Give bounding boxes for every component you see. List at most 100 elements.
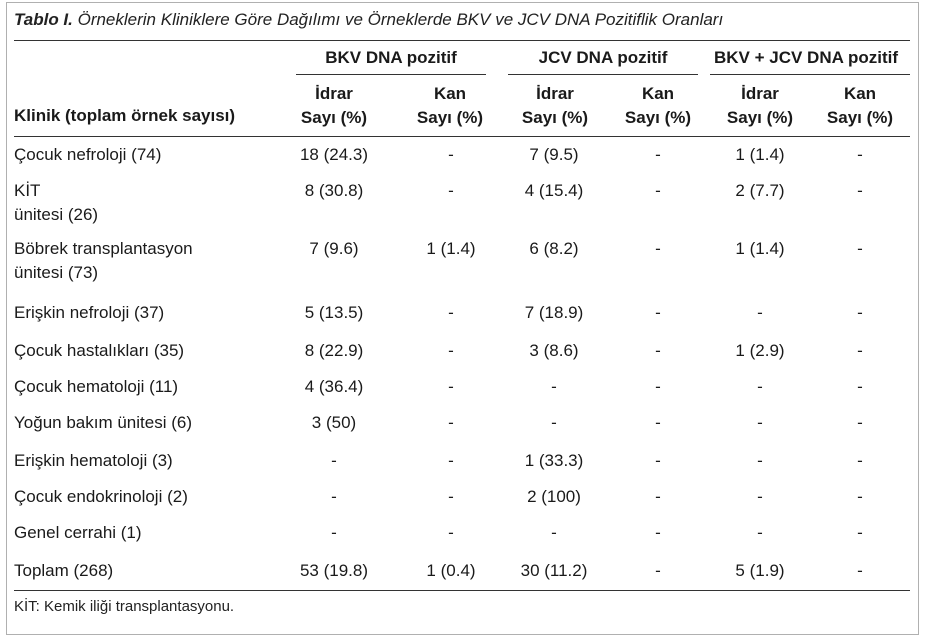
table-cell: 6 (8.2) xyxy=(529,239,579,258)
group-header-bkv-jcv: BKV + JCV DNA pozitif xyxy=(713,48,899,67)
table-cell: - xyxy=(331,523,337,542)
caption-text: Örneklerin Kliniklere Göre Dağılımı ve Ö… xyxy=(72,10,724,29)
table-cell: - xyxy=(448,487,454,506)
header-rule xyxy=(14,136,910,137)
table-cell: - xyxy=(655,561,661,580)
clinic-name: Erişkin nefroloji (37) xyxy=(14,303,165,322)
group-header-bkv: BKV DNA pozitif xyxy=(325,48,457,67)
subheader-line1: Kan xyxy=(843,84,877,103)
table-cell: - xyxy=(655,239,661,258)
table-cell: - xyxy=(757,413,763,432)
table-cell: 18 (24.3) xyxy=(299,145,369,164)
table-cell: - xyxy=(331,487,337,506)
table-cell: 7 (9.6) xyxy=(309,239,359,258)
table-frame xyxy=(6,2,919,635)
subheader-bkv-urine: İdrar Sayı (%) xyxy=(284,82,384,130)
table-cell: 5 (13.5) xyxy=(304,303,364,322)
table-cell: - xyxy=(857,303,863,322)
clinic-name: KİT ünitesi (26) xyxy=(14,181,99,224)
table-cell: 1 (2.9) xyxy=(735,341,785,360)
table-cell: - xyxy=(448,303,454,322)
group-header-jcv: JCV DNA pozitif xyxy=(538,48,668,67)
subheader-jcv-blood: Kan Sayı (%) xyxy=(608,82,708,130)
subheader-line2: Sayı (%) xyxy=(300,108,368,127)
table-cell: - xyxy=(655,303,661,322)
table-cell: - xyxy=(448,523,454,542)
table-cell: 2 (100) xyxy=(527,487,581,506)
subheader-bkv-jcv-urine: İdrar Sayı (%) xyxy=(710,82,810,130)
table-cell: - xyxy=(655,413,661,432)
clinic-name: Toplam (268) xyxy=(14,561,114,580)
table-cell: 5 (1.9) xyxy=(735,561,785,580)
subheader-jcv-urine: İdrar Sayı (%) xyxy=(505,82,605,130)
group-rule-bkv-jcv xyxy=(710,74,910,75)
table-cell: - xyxy=(448,451,454,470)
table-cell: - xyxy=(448,377,454,396)
table-cell: - xyxy=(757,487,763,506)
bottom-rule xyxy=(14,590,910,591)
table-cell: - xyxy=(857,451,863,470)
table-cell: - xyxy=(448,413,454,432)
subheader-line1: İdrar xyxy=(741,84,779,103)
table-cell: - xyxy=(857,413,863,432)
table-cell: 53 (19.8) xyxy=(299,561,369,580)
table-cell: 30 (11.2) xyxy=(520,561,588,580)
table-cell: - xyxy=(655,341,661,360)
table-cell: - xyxy=(857,341,863,360)
subheader-line2: Sayı (%) xyxy=(726,108,794,127)
footnote: KİT: Kemik iliği transplantasyonu. xyxy=(14,598,235,615)
table-cell: 4 (15.4) xyxy=(524,181,584,200)
subheader-bkv-blood: Kan Sayı (%) xyxy=(400,82,500,130)
table-cell: - xyxy=(331,451,337,470)
table-cell: - xyxy=(757,523,763,542)
subheader-line1: İdrar xyxy=(315,84,353,103)
table-cell: 8 (30.8) xyxy=(304,181,364,200)
table-cell: - xyxy=(857,523,863,542)
subheader-line1: İdrar xyxy=(536,84,574,103)
table-cell: - xyxy=(551,523,557,542)
table-cell: 1 (33.3) xyxy=(524,451,584,470)
clinic-name: Böbrek transplantasyon ünitesi (73) xyxy=(14,239,193,282)
table-cell: - xyxy=(757,451,763,470)
table-cell: - xyxy=(857,145,863,164)
table-cell: 7 (9.5) xyxy=(529,145,579,164)
table-cell: 8 (22.9) xyxy=(304,341,364,360)
clinic-name: Çocuk nefroloji (74) xyxy=(14,145,162,164)
clinic-name: Çocuk hastalıkları (35) xyxy=(14,341,185,360)
table-cell: 1 (1.4) xyxy=(735,239,785,258)
table-cell: - xyxy=(448,181,454,200)
table-cell: 7 (18.9) xyxy=(524,303,584,322)
clinic-name: Genel cerrahi (1) xyxy=(14,523,142,542)
table-cell: - xyxy=(551,413,557,432)
table-cell: - xyxy=(448,145,454,164)
clinic-column-header: Klinik (toplam örnek sayısı) xyxy=(14,106,236,125)
clinic-name: Erişkin hematoloji (3) xyxy=(14,451,173,470)
table-cell: - xyxy=(448,341,454,360)
subheader-bkv-jcv-blood: Kan Sayı (%) xyxy=(810,82,910,130)
table-cell: - xyxy=(551,377,557,396)
table-cell: - xyxy=(857,377,863,396)
table-cell: - xyxy=(857,487,863,506)
top-rule xyxy=(14,40,910,41)
table-cell: - xyxy=(757,303,763,322)
subheader-line1: Kan xyxy=(433,84,467,103)
table-cell: - xyxy=(757,377,763,396)
table-cell: - xyxy=(857,181,863,200)
table-cell: 2 (7.7) xyxy=(735,181,785,200)
table-cell: - xyxy=(857,239,863,258)
group-rule-bkv xyxy=(296,74,486,75)
table-cell: - xyxy=(655,377,661,396)
clinic-name: Çocuk hematoloji (11) xyxy=(14,377,179,396)
caption-label: Tablo I. xyxy=(14,10,73,29)
table-cell: 3 (8.6) xyxy=(529,341,579,360)
clinic-name: Yoğun bakım ünitesi (6) xyxy=(14,413,192,432)
table-cell: - xyxy=(655,181,661,200)
table-cell: - xyxy=(857,561,863,580)
table-cell: - xyxy=(655,145,661,164)
table-cell: 1 (1.4) xyxy=(735,145,785,164)
table-cell: - xyxy=(655,487,661,506)
table-cell: - xyxy=(655,523,661,542)
subheader-line1: Kan xyxy=(641,84,675,103)
subheader-line2: Sayı (%) xyxy=(826,108,894,127)
table-cell: 3 (50) xyxy=(311,413,357,432)
